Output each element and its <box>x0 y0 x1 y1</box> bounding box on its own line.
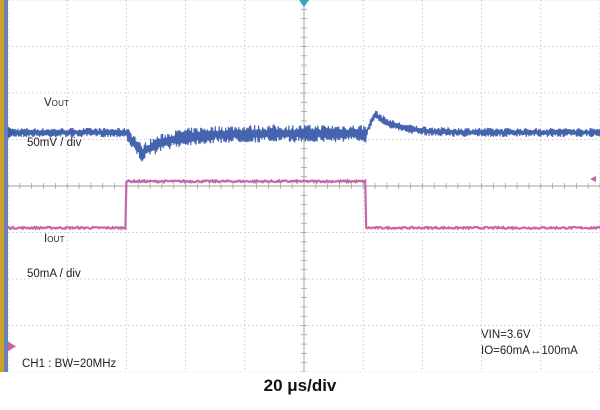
iout-scale: 50mA / div <box>27 268 81 280</box>
vout-scale: 50mV / div <box>27 137 82 149</box>
grid <box>0 0 600 372</box>
io-annotation: IO=60mA↔100mA <box>481 345 578 357</box>
trigger-level-marker <box>590 176 596 183</box>
vout-label: VOUT <box>44 97 70 109</box>
vin-annotation: VIN=3.6V <box>481 329 531 341</box>
traces <box>7 110 600 231</box>
ch2-ground-marker <box>8 341 16 352</box>
oscilloscope-chart <box>0 0 600 372</box>
markers <box>8 0 596 352</box>
vout-series-line <box>7 110 600 162</box>
left-border-bar <box>0 0 4 372</box>
channel-bandwidth-label: CH1 : BW=20MHz <box>22 358 117 370</box>
ch1-ground-marker <box>8 126 16 139</box>
left-border-bar <box>4 0 8 372</box>
trigger-position-marker <box>299 0 309 7</box>
iout-series-line <box>7 178 600 231</box>
iout-label: IOUT <box>44 233 65 245</box>
timebase-label: 20 μs/div <box>263 376 337 395</box>
